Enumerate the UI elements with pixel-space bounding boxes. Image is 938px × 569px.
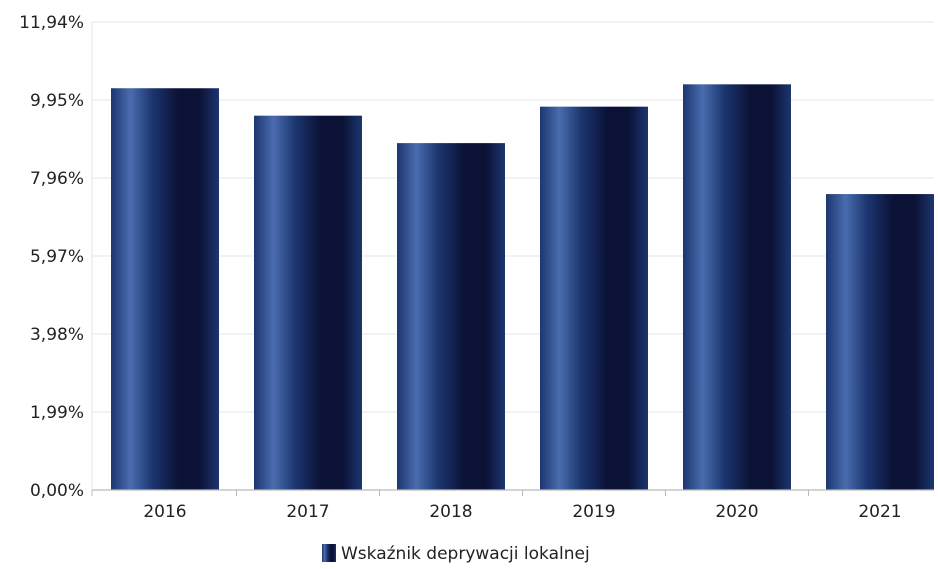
legend-swatch bbox=[322, 544, 336, 562]
bar-2020 bbox=[683, 84, 791, 491]
bars bbox=[111, 84, 934, 491]
x-tick-label: 2016 bbox=[143, 502, 186, 522]
x-tick-label: 2020 bbox=[715, 502, 758, 522]
y-axis-tick-labels: 0,00% 1,99% 3,98% 5,97% 7,96% 9,95% 11,94% bbox=[19, 13, 84, 501]
legend: Wskaźnik deprywacji lokalnej bbox=[322, 544, 590, 564]
x-axis-tick-labels: 2016 2017 2018 2019 2020 2021 bbox=[143, 502, 901, 522]
y-tick-label: 7,96% bbox=[30, 169, 84, 189]
y-tick-label: 0,00% bbox=[30, 481, 84, 501]
y-tick-label: 11,94% bbox=[19, 13, 84, 33]
x-tick-label: 2021 bbox=[858, 502, 901, 522]
y-tick-label: 1,99% bbox=[30, 403, 84, 423]
bar-2019 bbox=[540, 106, 648, 490]
y-tick-label: 9,95% bbox=[30, 91, 84, 111]
bar-2021 bbox=[826, 194, 934, 490]
x-tick-label: 2017 bbox=[286, 502, 329, 522]
y-tick-label: 5,97% bbox=[30, 247, 84, 267]
gridlines bbox=[92, 21, 934, 413]
y-tick-label: 3,98% bbox=[30, 325, 84, 345]
axes bbox=[91, 22, 934, 496]
x-tick-label: 2018 bbox=[429, 502, 472, 522]
x-tick-label: 2019 bbox=[572, 502, 615, 522]
bar-2018 bbox=[397, 143, 505, 490]
legend-label: Wskaźnik deprywacji lokalnej bbox=[341, 544, 590, 564]
bar-2017 bbox=[254, 115, 362, 490]
bar-2016 bbox=[111, 88, 219, 490]
